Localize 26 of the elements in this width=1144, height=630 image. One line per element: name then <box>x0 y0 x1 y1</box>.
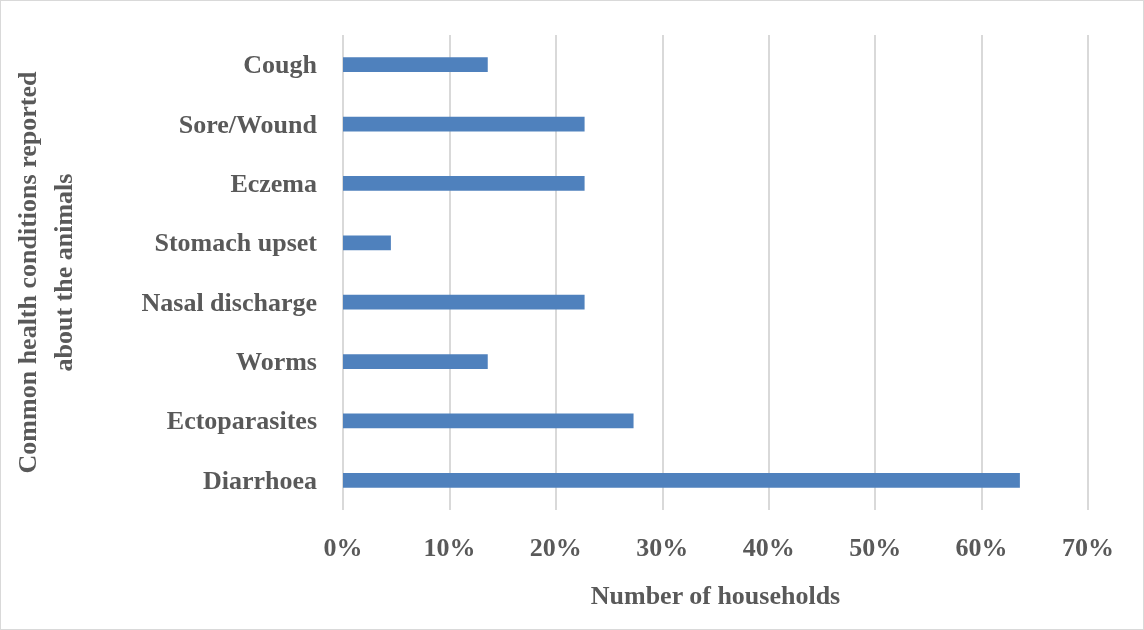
x-tick-label: 30% <box>636 532 689 562</box>
y-tick-label: Ectoparasites <box>166 406 317 436</box>
y-tick-label: Nasal discharge <box>141 287 317 317</box>
y-tick-label: Cough <box>243 50 318 80</box>
x-axis-title: Number of households <box>590 580 841 610</box>
bar <box>343 235 391 251</box>
y-tick-label: Diarrhoea <box>202 465 317 495</box>
x-tick-label: 20% <box>529 532 582 562</box>
y-tick-label: Stomach upset <box>154 228 318 258</box>
x-tick-label: 40% <box>742 532 795 562</box>
x-tick-label: 0% <box>323 532 363 562</box>
x-tick-label: 10% <box>423 532 476 562</box>
x-tick-label: 70% <box>1062 532 1114 562</box>
y-tick-label: Sore/Wound <box>178 109 318 139</box>
bar <box>343 354 488 369</box>
bar <box>343 57 488 73</box>
bar <box>343 472 1020 488</box>
x-tick-label: 50% <box>849 532 902 562</box>
x-tick-label: 60% <box>955 532 1008 562</box>
bar <box>343 116 585 132</box>
bar <box>343 176 585 191</box>
y-tick-label: Worms <box>236 347 317 377</box>
y-axis-title: Common health conditions reported about the animals <box>12 71 78 474</box>
bar <box>343 413 634 429</box>
y-tick-label: Eczema <box>230 168 317 198</box>
bar <box>343 294 585 310</box>
